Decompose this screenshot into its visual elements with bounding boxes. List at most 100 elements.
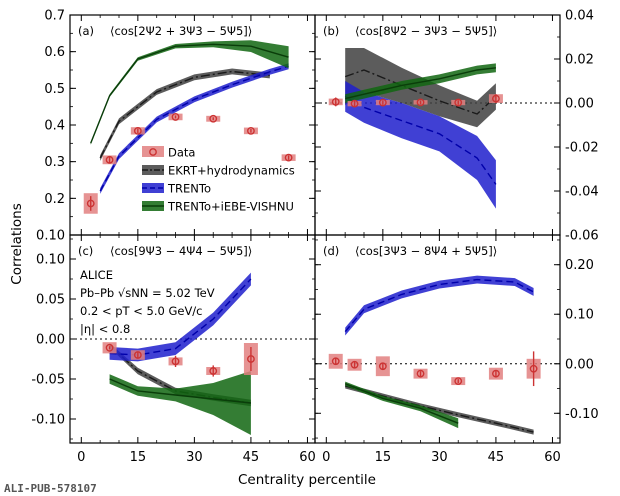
ekrt-line xyxy=(345,385,534,433)
trento_ebe-band xyxy=(90,40,289,145)
y-tick-label: -0.04 xyxy=(565,185,599,200)
ekrt-line xyxy=(99,70,270,159)
panel-label: (d) xyxy=(323,244,339,258)
y-tick-label: 0.10 xyxy=(36,253,65,268)
data-point xyxy=(133,351,142,359)
legend-label: EKRT+hydrodynamics xyxy=(168,164,295,178)
y-tick-label: 0.7 xyxy=(44,9,65,24)
legend-marker xyxy=(149,148,157,156)
y-tick-label: -0.06 xyxy=(565,229,599,244)
y-tick-label: 0.2 xyxy=(44,192,65,207)
panel-c: -0.10 -0.05 0.00 0.05 0.10 0 15 30 45 60 (c) ⟨cos[9… xyxy=(31,234,316,465)
panels-layer: 0.10 0.2 0.3 0.4 0.5 0.6 0.7 (a) ⟨cos[2Ψ2 + 3Ψ3 … xyxy=(31,9,598,466)
data-point xyxy=(171,113,180,121)
data-point xyxy=(350,99,359,108)
data-point xyxy=(454,377,463,385)
data-point xyxy=(247,126,255,135)
legend: Data EKRT+hydrodynamics TRENTo TRENTo+iEBE-… xyxy=(142,146,295,214)
y-tick-label: -0.10 xyxy=(31,413,65,428)
data-point xyxy=(133,126,142,135)
x-tick-label: 30 xyxy=(431,450,448,465)
y-tick-label: 0.04 xyxy=(565,9,594,24)
data-point xyxy=(331,98,340,106)
data-point xyxy=(247,355,255,363)
x-tick-label: 0 xyxy=(322,450,330,465)
panel-b: -0.06 -0.04 -0.02 0.00 0.02 0.04 (b) ⟨cos[8Ψ2 −… xyxy=(314,9,599,244)
trento_ebe-band xyxy=(345,381,459,429)
x-tick-label: 45 xyxy=(243,450,260,465)
panel-d: -0.10 0.00 0.10 0.20 0 15 30 45 60 (d) ⟨cos[3Ψ3 − … xyxy=(314,234,599,465)
plot-area xyxy=(315,48,560,209)
y-tick-label: -0.02 xyxy=(565,141,599,156)
data-point xyxy=(284,153,293,162)
panel-label: (c) xyxy=(78,244,93,258)
y-tick-label: 0.5 xyxy=(44,82,65,97)
legend-item-data: Data xyxy=(142,146,195,160)
data-point xyxy=(350,360,359,369)
trento-band xyxy=(345,275,534,336)
x-tick-label: 45 xyxy=(488,450,505,465)
data-point xyxy=(492,94,500,103)
x-tick-label: 30 xyxy=(186,450,203,465)
panel-title: ⟨cos[3Ψ3 − 8Ψ4 + 5Ψ5]⟩ xyxy=(355,244,497,258)
ekrt-line xyxy=(344,69,497,115)
ekrt-band xyxy=(345,383,534,435)
y-tick-label: 0.20 xyxy=(565,258,594,273)
data-point xyxy=(209,114,218,123)
data-point xyxy=(454,98,463,107)
x-tick-label: 60 xyxy=(299,450,316,465)
alice-label-block: ALICE Pb–Pb √sNN = 5.02 TeV 0.2 < pT < 5… xyxy=(80,268,215,336)
y-tick-label: 0.00 xyxy=(36,333,65,348)
plot-area xyxy=(315,275,560,435)
y-tick-label: 0.02 xyxy=(565,53,594,68)
y-axis-title: Correlations xyxy=(9,203,25,284)
alice-line-3: 0.2 < pT < 5.0 GeV/c xyxy=(80,304,203,318)
legend-swatch xyxy=(142,146,164,157)
data-point xyxy=(209,367,218,375)
x-tick-label: 15 xyxy=(130,450,147,465)
y-tick-label: 0.00 xyxy=(565,357,594,372)
panel-title: ⟨cos[2Ψ2 + 3Ψ3 − 5Ψ5]⟩ xyxy=(110,24,252,38)
y-tick-label: 0.4 xyxy=(44,119,65,134)
legend-label: TRENTo xyxy=(167,182,211,196)
legend-label: TRENTo+iEBE-VISHNU xyxy=(167,200,294,214)
watermark: ALI-PUB-578107 xyxy=(4,482,97,495)
plot-area xyxy=(83,40,296,214)
legend-item-trento_ebe: TRENTo+iEBE-VISHNU xyxy=(142,200,294,214)
data-point xyxy=(529,364,538,373)
x-tick-label: 60 xyxy=(544,450,561,465)
alice-line-2: Pb–Pb √sNN = 5.02 TeV xyxy=(80,286,215,300)
data-point xyxy=(492,369,500,378)
trento-line xyxy=(344,95,497,185)
trento_ebe-line xyxy=(90,43,289,144)
data-point xyxy=(416,98,425,107)
trento-band xyxy=(109,272,251,362)
legend-item-trento: TRENTo xyxy=(142,182,211,196)
y-tick-label: 0.10 xyxy=(36,229,65,244)
panel-label: (b) xyxy=(323,24,339,38)
y-tick-label: 0.05 xyxy=(36,293,65,308)
trento-band xyxy=(345,81,496,209)
trento_ebe-band xyxy=(345,63,496,103)
plot-area xyxy=(70,272,315,435)
panel-title: ⟨cos[8Ψ2 − 3Ψ3 − 5Ψ5]⟩ xyxy=(355,24,497,38)
x-tick-label: 0 xyxy=(77,450,85,465)
alice-line-1: ALICE xyxy=(80,268,113,282)
y-tick-label: 0.3 xyxy=(44,155,65,170)
trento_ebe-band xyxy=(109,371,251,435)
data-point xyxy=(416,369,425,378)
y-tick-label: 0.00 xyxy=(565,97,594,112)
panel-label: (a) xyxy=(78,24,94,38)
x-axis-title: Centrality percentile xyxy=(238,472,376,488)
trento-line xyxy=(99,65,289,192)
legend-swatch xyxy=(142,165,164,175)
data-point xyxy=(171,357,180,366)
legend-label: Data xyxy=(168,146,195,160)
y-tick-label: 0.10 xyxy=(565,308,594,323)
data-point xyxy=(378,98,387,107)
trento_ebe-line xyxy=(344,382,459,424)
trento-line xyxy=(109,278,252,356)
x-tick-label: 15 xyxy=(375,450,392,465)
data-point xyxy=(105,155,114,164)
